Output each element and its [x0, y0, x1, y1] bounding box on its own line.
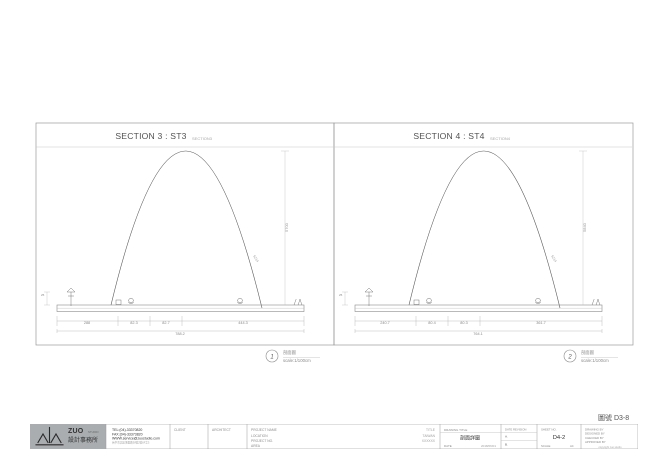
svg-text:SECTION 4 : ST4: SECTION 4 : ST4	[413, 131, 484, 141]
svg-text:D4-2: D4-2	[553, 435, 566, 441]
svg-text:PROJECT NAME: PROJECT NAME	[251, 428, 278, 432]
svg-text:25: 25	[339, 293, 343, 297]
svg-text:設計事務所: 設計事務所	[68, 436, 98, 444]
svg-text:80.3: 80.3	[460, 321, 467, 325]
svg-text:AREA: AREA	[251, 444, 261, 448]
svg-text:2: 2	[567, 355, 572, 361]
svg-text:scale:1/100cm: scale:1/100cm	[581, 358, 609, 363]
svg-text:ZUO: ZUO	[68, 428, 84, 435]
svg-text:TITLE: TITLE	[426, 428, 436, 432]
svg-text:STUDIO: STUDIO	[88, 430, 99, 434]
svg-text:台中市北區博夏路38號2號6F之3: 台中市北區博夏路38號2號6F之3	[112, 441, 150, 445]
svg-text:82.3: 82.3	[130, 321, 137, 325]
svg-text:240.7: 240.7	[380, 321, 390, 325]
svg-text:SECTION3: SECTION3	[192, 136, 213, 141]
svg-text:LOCATION: LOCATION	[251, 434, 268, 438]
svg-text:剖面詳圖: 剖面詳圖	[460, 435, 480, 442]
svg-text:ARCHITECT: ARCHITECT	[212, 428, 231, 432]
svg-text:25: 25	[41, 293, 45, 297]
svg-text:CLIENT: CLIENT	[174, 428, 186, 432]
svg-text:788.2: 788.2	[175, 332, 185, 336]
svg-text:80.4: 80.4	[428, 321, 435, 325]
svg-text:82.7: 82.7	[162, 321, 169, 325]
svg-text:A4: A4	[570, 444, 574, 448]
svg-text:SCALE: SCALE	[541, 444, 551, 448]
svg-text:剖面圖: 剖面圖	[283, 349, 296, 356]
svg-text:5840: 5840	[582, 222, 587, 232]
svg-text:B.: B.	[505, 443, 508, 447]
svg-text:2018/06/01: 2018/06/01	[481, 444, 496, 448]
svg-text:scale:1/100cm: scale:1/100cm	[283, 358, 311, 363]
svg-text:DRAWING TITLE: DRAWING TITLE	[444, 428, 467, 432]
svg-text:1: 1	[270, 355, 273, 361]
svg-text:361.7: 361.7	[536, 321, 546, 325]
svg-text:444.3: 444.3	[238, 321, 248, 325]
svg-text:APPROVED BY: APPROVED BY	[585, 440, 606, 444]
svg-text:WWW.service@zuostudio.com: WWW.service@zuostudio.com	[112, 437, 160, 441]
svg-text:DATE REVISION: DATE REVISION	[505, 427, 526, 431]
svg-text:SECTION4: SECTION4	[490, 136, 511, 141]
svg-text:SECTION 3 : ST3: SECTION 3 : ST3	[115, 131, 186, 141]
svg-text:5214: 5214	[252, 254, 259, 263]
svg-text:XXXXXX: XXXXXX	[422, 439, 436, 443]
svg-text:A.: A.	[505, 435, 508, 439]
svg-text:剖面圖: 剖面圖	[581, 349, 594, 356]
svg-text:288: 288	[84, 321, 90, 325]
svg-text:5700: 5700	[284, 222, 289, 232]
svg-text:DATE: DATE	[444, 444, 452, 448]
svg-text:PROJECT NO.: PROJECT NO.	[251, 439, 273, 443]
svg-text:copyright zuo studio: copyright zuo studio	[598, 445, 622, 449]
svg-text:5214: 5214	[550, 254, 557, 263]
svg-text:SHEET NO.: SHEET NO.	[541, 427, 557, 431]
svg-text:764.1: 764.1	[473, 332, 483, 336]
svg-text:TAIWAN: TAIWAN	[423, 434, 436, 438]
